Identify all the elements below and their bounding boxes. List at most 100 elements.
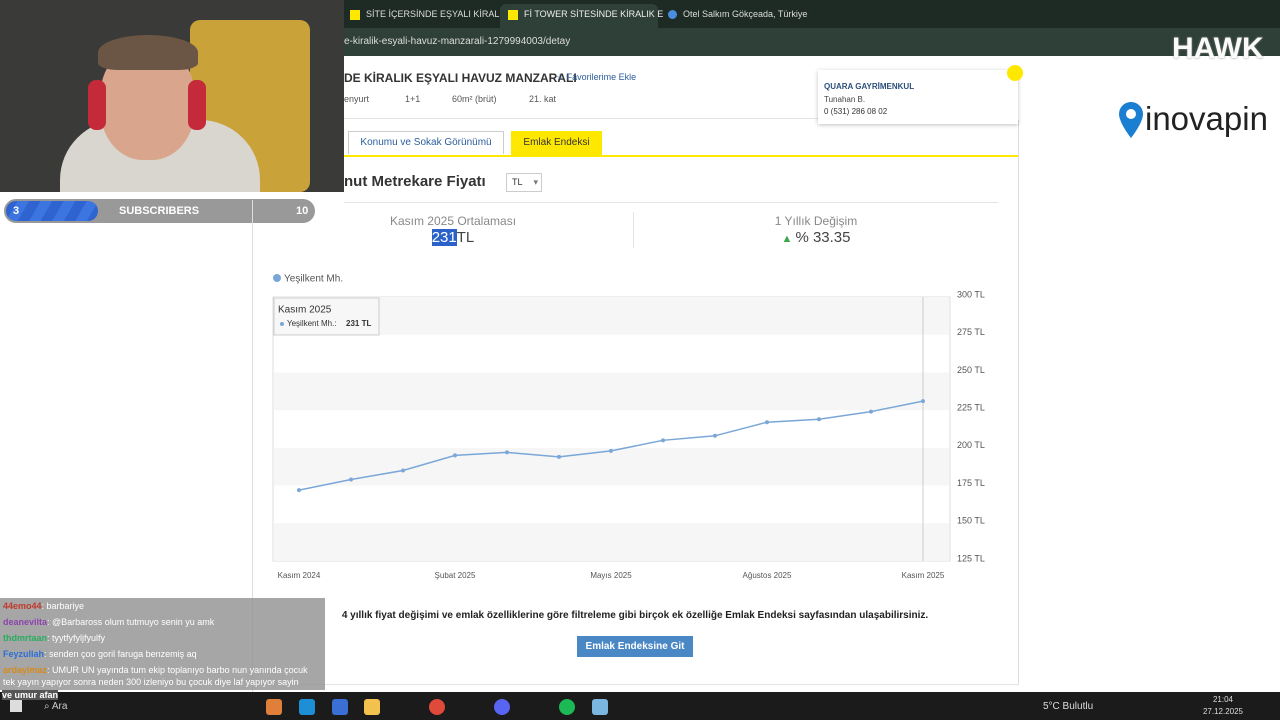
data-point [921, 399, 925, 404]
tab-button[interactable]: Konumu ve Sokak Görünümü [348, 131, 504, 154]
divider [1018, 120, 1019, 685]
tooltip-label: Yeşilkent Mh.: [287, 319, 337, 328]
tab-title: Fİ TOWER SİTESİNDE KİRALIK E [524, 9, 664, 19]
tab-underline [344, 155, 1018, 157]
footer-text: 4 yıllık fiyat değişimi ve emlak özellik… [341, 610, 929, 621]
separator [344, 118, 1018, 119]
legend-label: Yeşilkent Mh. [284, 274, 343, 285]
chat-message: ardaylmaz: UMUR UN yayında tum ekip topl… [0, 662, 325, 699]
chat-user: Feyzullah [3, 649, 45, 659]
search-text: Ara [51, 701, 68, 712]
x-tick-label: Ağustos 2025 [743, 571, 792, 580]
data-point [297, 488, 301, 493]
chat-text: : tyytfyfyljfyulfy [47, 633, 106, 643]
badge [1007, 65, 1023, 81]
separator [252, 684, 1018, 685]
y-tick-label: 175 TL [957, 478, 985, 488]
grid-band [274, 372, 949, 411]
webcam [0, 0, 344, 192]
clock-date: 27.12.2025 [1202, 707, 1244, 716]
legend-dot [273, 274, 281, 282]
weather: 5°C Bulutlu [1043, 701, 1094, 712]
tooltip-value: 231 TL [346, 319, 371, 328]
data-point [869, 409, 873, 414]
chat-footer: ve umur afan [2, 690, 59, 700]
favorite-text: Favorilerime Ekle [566, 72, 637, 82]
divider [633, 212, 634, 248]
headphone [188, 80, 206, 130]
subscriber-count: 3 [13, 205, 20, 217]
headphone [88, 80, 106, 130]
search[interactable]: ⌕ Ara [44, 701, 68, 712]
x-tick-label: Mayıs 2025 [590, 571, 632, 580]
agent-phone: 0 (531) 286 08 02 [824, 107, 888, 116]
app-icon[interactable] [364, 699, 380, 715]
pin [1119, 102, 1143, 138]
hair [98, 35, 198, 70]
chat-message: deanevilta: @Barbaross olum tutmuyo seni… [0, 614, 325, 630]
info: 21. kat [529, 94, 557, 104]
clock-time: 21:04 [1212, 695, 1234, 704]
start-button[interactable] [10, 700, 22, 712]
app-icon[interactable] [332, 699, 348, 715]
data-point [505, 450, 509, 455]
y-tick-label: 275 TL [957, 327, 985, 337]
separator [344, 202, 998, 203]
data-point [713, 433, 717, 438]
data-point [401, 468, 405, 473]
info: enyurt [344, 94, 370, 104]
divider [252, 200, 253, 692]
y-tick-label: 250 TL [957, 365, 985, 375]
stat-unit: TL [456, 229, 475, 246]
data-point [609, 448, 613, 453]
tab-button-active[interactable]: Emlak Endeksi [511, 131, 602, 155]
app-icon[interactable] [494, 699, 510, 715]
y-tick-label: 150 TL [957, 516, 985, 526]
subscriber-goal: 10 [296, 205, 309, 217]
tab-title: Otel Salkım Gökçeada, Türkiye [683, 9, 808, 19]
stat-label: 1 Yıllık Değişim [774, 214, 858, 228]
plot-area [272, 296, 951, 562]
y-tick-label: 200 TL [957, 440, 985, 450]
data-point [453, 453, 457, 458]
taskbar [0, 692, 1280, 720]
chat-user: ardaylmaz [3, 665, 48, 675]
chat-text: : @Barbaross olum tutmuyo senin yu amk [47, 617, 215, 627]
chat-user: 44emo44 [3, 601, 42, 611]
address-bar [344, 28, 1280, 56]
currency-select[interactable]: TL ▾ [506, 173, 542, 192]
app-icon[interactable] [559, 699, 575, 715]
chat-message: Feyzullah: senden çoo goril faruga benze… [0, 646, 325, 662]
grid-band [274, 523, 949, 561]
app-icon[interactable] [429, 699, 445, 715]
data-point [661, 438, 665, 443]
section-title: nut Metrekare Fiyatı [344, 173, 486, 190]
y-tick-label: 225 TL [957, 403, 985, 413]
chat-text: : senden çoo goril faruga benzemiş aq [44, 649, 197, 659]
progress [6, 201, 98, 221]
app-icon[interactable] [299, 699, 315, 715]
url[interactable]: e-kiralik-esyali-havuz-manzarali-1279994… [344, 36, 571, 47]
agent-name: Tunahan B. [824, 95, 866, 104]
tab[interactable]: Otel Salkım Gökçeada, Türkiye [662, 4, 817, 28]
tab-active[interactable]: Fİ TOWER SİTESİNDE KİRALIK E [500, 4, 663, 28]
app-icon[interactable] [266, 699, 282, 715]
favorite[interactable]: ☆ Favorilerime Ekle [556, 72, 637, 82]
stat-value: 231 [431, 229, 457, 246]
stat-label: Kasım 2025 Ortalaması [389, 214, 517, 228]
x-tick-label: Kasım 2025 [902, 571, 945, 580]
tab[interactable]: SİTE İÇERSİNDE EŞYALI KİRALIK [344, 4, 508, 28]
app-icon[interactable] [592, 699, 608, 715]
index-button[interactable]: Emlak Endeksine Git [577, 636, 693, 657]
tooltip-title: Kasım 2025 [278, 305, 332, 316]
info: 60m² (brüt) [452, 94, 497, 104]
chat-message: 44emo44: barbariye [0, 598, 325, 614]
chat-user: thdmrtaan [3, 633, 48, 643]
stat-value: % 33.35 [795, 229, 851, 246]
data-point [765, 420, 769, 425]
pin-icon [1117, 100, 1145, 140]
x-tick-label: Kasım 2024 [278, 571, 321, 580]
tooltip [273, 297, 380, 336]
